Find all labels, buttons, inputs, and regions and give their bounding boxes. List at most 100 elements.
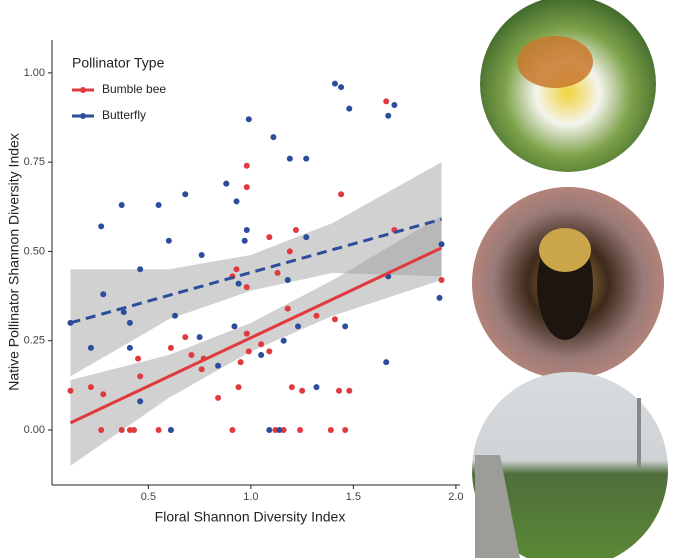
data-point: [182, 191, 189, 198]
data-point: [346, 387, 353, 394]
plot: 0.5 1.0 1.5 2.0 0.00 0.25 0.50 0.75 1.00: [24, 67, 464, 503]
data-point: [297, 427, 304, 433]
data-point: [286, 248, 293, 255]
data-point: [87, 384, 94, 391]
legend-key-dot: [80, 87, 86, 93]
confidence-band: [70, 355, 169, 466]
x-tick-label: 2.0: [448, 491, 463, 503]
data-point: [295, 323, 302, 330]
data-point: [245, 116, 252, 123]
field-photo: [472, 372, 668, 558]
data-point: [98, 223, 105, 230]
data-point: [243, 284, 250, 291]
data-point: [276, 427, 283, 433]
data-point: [436, 294, 443, 301]
data-point: [336, 387, 343, 394]
data-point: [313, 312, 320, 319]
data-point: [167, 427, 174, 433]
road: [475, 455, 520, 558]
data-point: [100, 291, 107, 298]
data-point: [188, 352, 195, 358]
data-point: [241, 237, 248, 244]
data-point: [303, 155, 310, 162]
data-point: [126, 319, 133, 326]
data-point: [67, 387, 74, 394]
data-point: [87, 344, 94, 351]
data-point: [383, 98, 390, 105]
data-point: [280, 427, 287, 433]
confidence-band: [250, 280, 333, 352]
data-point: [231, 323, 238, 330]
data-point: [100, 391, 107, 398]
data-point: [233, 266, 240, 273]
data-point: [196, 334, 203, 341]
y-tick-label: 0.00: [24, 424, 45, 436]
y-tick-label: 1.00: [24, 67, 45, 79]
data-point: [98, 427, 105, 433]
data-point: [198, 252, 205, 258]
y-axis-title: Native Pollinator Shannon Diversity Inde…: [6, 133, 22, 391]
data-point: [266, 348, 273, 355]
data-point: [233, 198, 240, 205]
data-point: [274, 269, 281, 276]
data-point: [198, 366, 205, 373]
data-point: [385, 112, 392, 119]
data-point: [235, 384, 242, 391]
data-point: [327, 427, 334, 433]
data-point: [245, 348, 252, 355]
data-point: [438, 277, 445, 283]
data-point: [270, 134, 277, 141]
data-point: [155, 427, 162, 433]
y-tick-label: 0.25: [24, 335, 45, 347]
data-point: [383, 359, 390, 366]
data-point: [137, 266, 144, 273]
data-point: [313, 384, 320, 391]
data-point: [346, 105, 353, 112]
data-point: [126, 427, 133, 433]
confidence-band: [250, 222, 333, 291]
data-point: [243, 330, 250, 337]
data-point: [243, 227, 250, 233]
data-point: [391, 102, 398, 108]
data-point: [342, 323, 349, 330]
legend-label: Bumble bee: [102, 82, 166, 96]
data-point: [292, 227, 299, 233]
confidence-band: [168, 322, 251, 398]
photos: [472, 0, 668, 558]
data-point: [182, 334, 189, 341]
data-point: [266, 234, 273, 241]
confidence-band: [332, 162, 442, 277]
x-tick-label: 1.0: [243, 491, 258, 503]
confidence-band: [70, 269, 169, 377]
x-tick-label: 1.5: [346, 491, 361, 503]
data-point: [284, 305, 291, 312]
data-point: [280, 337, 287, 344]
data-point: [243, 162, 250, 169]
data-point: [215, 362, 222, 369]
data-point: [137, 373, 144, 380]
data-point: [286, 155, 293, 162]
data-point: [338, 84, 345, 91]
data-point: [172, 312, 179, 319]
data-point: [237, 359, 244, 366]
legend-title: Pollinator Type: [72, 55, 165, 71]
data-point: [331, 316, 338, 323]
x-axis-title: Floral Shannon Diversity Index: [155, 509, 346, 525]
data-point: [235, 280, 242, 287]
data-point: [126, 344, 133, 351]
data-point: [167, 344, 174, 351]
data-point: [258, 341, 265, 348]
data-point: [438, 241, 445, 248]
data-point: [266, 427, 273, 433]
data-point: [299, 387, 306, 394]
data-point: [258, 352, 265, 358]
data-point: [165, 237, 172, 244]
legend-label: Butterfly: [102, 108, 146, 122]
data-point: [272, 427, 279, 433]
y-tick-label: 0.75: [24, 156, 45, 168]
regression-line: [70, 217, 442, 325]
data-point: [135, 355, 142, 362]
data-point: [243, 184, 250, 191]
data-point: [137, 398, 144, 405]
